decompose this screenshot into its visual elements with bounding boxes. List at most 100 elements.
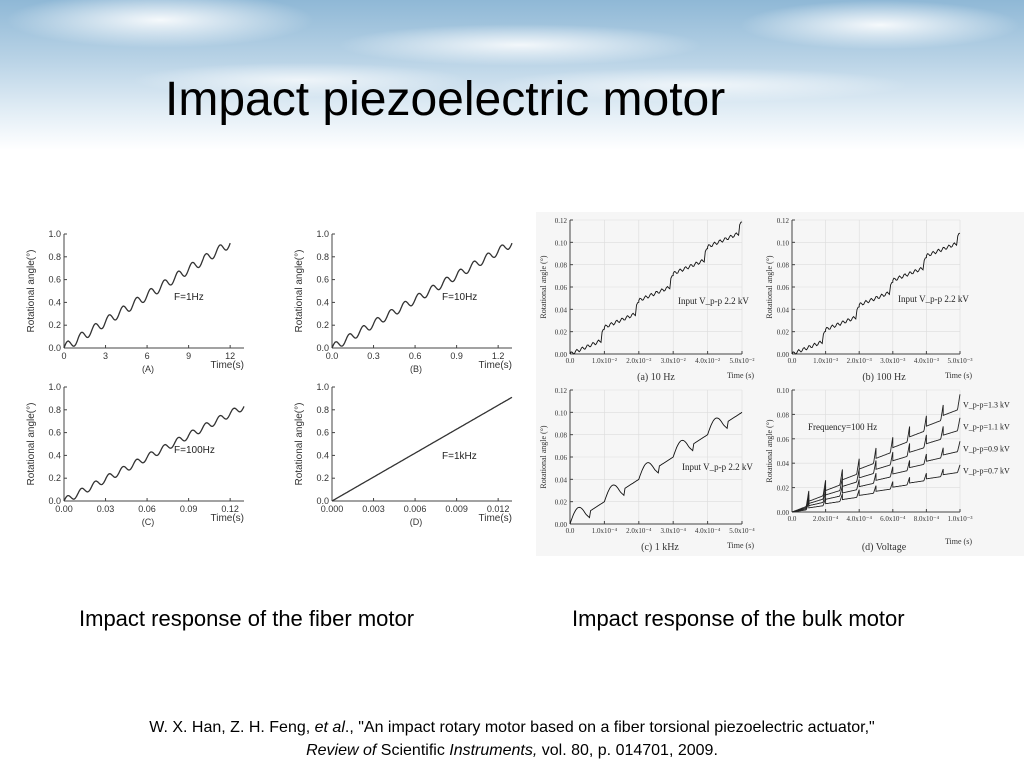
x-tick-label: 2.0x10⁻⁴ — [813, 515, 839, 523]
x-tick-label: 1.2 — [492, 351, 505, 361]
y-tick-label: 0.12 — [555, 387, 568, 395]
x-tick-label: 1.0x10⁻² — [592, 357, 617, 365]
y-tick-label: 0.04 — [777, 306, 790, 314]
y-tick-label: 0.2 — [316, 473, 329, 483]
y-tick-label: 0.08 — [777, 411, 790, 419]
reference-journal-2: Scientific — [376, 742, 450, 759]
y-axis-title: Rotational angle (°) — [539, 255, 548, 319]
chart-b: 0.00 0.02 0.04 0.06 0.08 0.10 0.12 0.0 1.0x10⁻³ 2… — [764, 212, 1024, 384]
y-axis-title: Rotational angle(°) — [26, 403, 37, 486]
sky-background — [0, 0, 1024, 150]
y-tick-label: 0.6 — [316, 428, 329, 438]
x-tick-label: 4.0x10⁻² — [695, 357, 720, 365]
x-tick-label: 1.0x10⁻⁴ — [592, 527, 618, 535]
y-axis-title: Rotational angle(°) — [26, 250, 37, 333]
y-tick-label: 0.2 — [48, 473, 61, 483]
y-tick-label: 0.12 — [777, 217, 790, 225]
x-tick-label: 5.0x10⁻³ — [947, 357, 972, 365]
y-tick-label: 0.0 — [48, 496, 61, 506]
y-tick-label: 0.10 — [777, 239, 790, 247]
series-line — [569, 221, 743, 355]
caption-fiber-motor: Impact response of the fiber motor — [79, 606, 415, 631]
x-tick-label: 0.3 — [367, 351, 380, 361]
x-tick-label: 0.003 — [362, 504, 385, 514]
y-tick-label: 0.4 — [316, 297, 329, 307]
panel-label: (C) — [142, 517, 155, 527]
y-tick-label: 0.02 — [777, 329, 790, 337]
chart-A: 0.0 0.2 0.4 0.6 0.8 1.0 0 3 6 9 12 Rotational angle… — [26, 229, 244, 374]
series-label: V_p-p=0.9 kV — [963, 445, 1010, 454]
panel-label: (B) — [410, 364, 422, 374]
series-line — [331, 396, 513, 502]
x-tick-label: 0.9 — [450, 351, 463, 361]
y-axis-title: Rotational angle (°) — [765, 255, 774, 319]
y-tick-label: 0.10 — [777, 387, 790, 395]
y-tick-label: 0.8 — [48, 252, 61, 262]
panel-label: (b) 100 Hz — [862, 372, 906, 383]
reference-details: vol. 80, p. 014701, 2009. — [537, 742, 718, 759]
x-tick-label: 0.006 — [404, 504, 427, 514]
series-line — [791, 441, 961, 513]
y-tick-label: 0.00 — [777, 509, 790, 517]
x-tick-label: 3.0x10⁻² — [661, 357, 686, 365]
chart-D: 0.0 0.2 0.4 0.6 0.8 1.0 0.000 0.003 0.006 0.009 0.… — [294, 382, 513, 527]
reference-journal-1: Review of — [306, 742, 377, 759]
y-tick-label: 0.2 — [48, 320, 61, 330]
x-tick-label: 0.0 — [788, 515, 797, 523]
series-label: V_p-p=0.7 kV — [963, 467, 1010, 476]
slide-title: Impact piezoelectric motor — [165, 73, 726, 126]
x-tick-label: 0.0 — [788, 357, 797, 365]
y-tick-label: 0.6 — [316, 275, 329, 285]
y-tick-label: 0.8 — [316, 252, 329, 262]
chart-annotation: F=100Hz — [174, 445, 215, 456]
x-tick-label: 6 — [145, 351, 150, 361]
chart-annotation: Input V_p-p 2.2 kV — [682, 462, 753, 472]
y-tick-label: 0.4 — [316, 450, 329, 460]
y-tick-label: 0.02 — [555, 329, 568, 337]
y-tick-label: 0.08 — [777, 262, 790, 270]
chart-annotation: Input V_p-p 2.2 kV — [678, 296, 749, 306]
panel-label: (D) — [410, 517, 423, 527]
caption-bulk-motor: Impact response of the bulk motor — [572, 606, 905, 631]
y-tick-label: 0.06 — [777, 436, 790, 444]
y-axis-title: Rotational angle (°) — [765, 419, 774, 483]
y-tick-label: 0.00 — [555, 351, 568, 359]
y-tick-label: 0.2 — [316, 320, 329, 330]
y-tick-label: 0.06 — [555, 284, 568, 292]
series-line — [791, 394, 961, 513]
x-tick-label: 0.03 — [97, 504, 115, 514]
y-tick-label: 0.0 — [316, 343, 329, 353]
series-line — [63, 406, 245, 502]
chart-annotation: F=1Hz — [174, 292, 204, 303]
y-tick-label: 0.00 — [777, 351, 790, 359]
x-tick-label: 0 — [61, 351, 66, 361]
chart-a: 0.00 0.02 0.04 0.06 0.08 0.10 0.12 0.0 1.0x10⁻² 2… — [536, 212, 764, 384]
x-tick-label: 5.0x10⁻⁴ — [729, 527, 755, 535]
y-axis-title: Rotational angle (°) — [539, 425, 548, 489]
chart-annotation: F=10Hz — [442, 292, 477, 303]
x-tick-label: 0.6 — [409, 351, 422, 361]
chart-annotation: F=1kHz — [442, 451, 477, 462]
y-tick-label: 0.8 — [316, 405, 329, 415]
x-axis-title: Time (s) — [945, 371, 972, 380]
y-tick-label: 0.4 — [48, 450, 61, 460]
y-tick-label: 0.0 — [316, 496, 329, 506]
series-label: V_p-p=1.1 kV — [963, 423, 1010, 432]
reference-citation: W. X. Han, Z. H. Feng, et al., "An impac… — [0, 716, 1024, 762]
reference-title: ., "An impact rotary motor based on a fi… — [344, 719, 875, 736]
y-tick-label: 0.00 — [555, 521, 568, 529]
y-tick-label: 0.4 — [48, 297, 61, 307]
y-tick-label: 0.6 — [48, 275, 61, 285]
x-tick-label: 0.09 — [180, 504, 198, 514]
y-tick-label: 0.02 — [555, 499, 568, 507]
x-tick-label: 0.012 — [487, 504, 510, 514]
x-tick-label: 0.06 — [138, 504, 156, 514]
y-tick-label: 0.04 — [555, 306, 568, 314]
panel-label: (c) 1 kHz — [641, 542, 679, 553]
series-line — [63, 242, 231, 349]
x-tick-label: 2.0x10⁻³ — [847, 357, 872, 365]
y-tick-label: 0.06 — [555, 454, 568, 462]
y-axis-title: Rotational angle(°) — [294, 250, 305, 333]
x-axis-title: Time(s) — [210, 513, 244, 524]
y-tick-label: 0.08 — [555, 432, 568, 440]
